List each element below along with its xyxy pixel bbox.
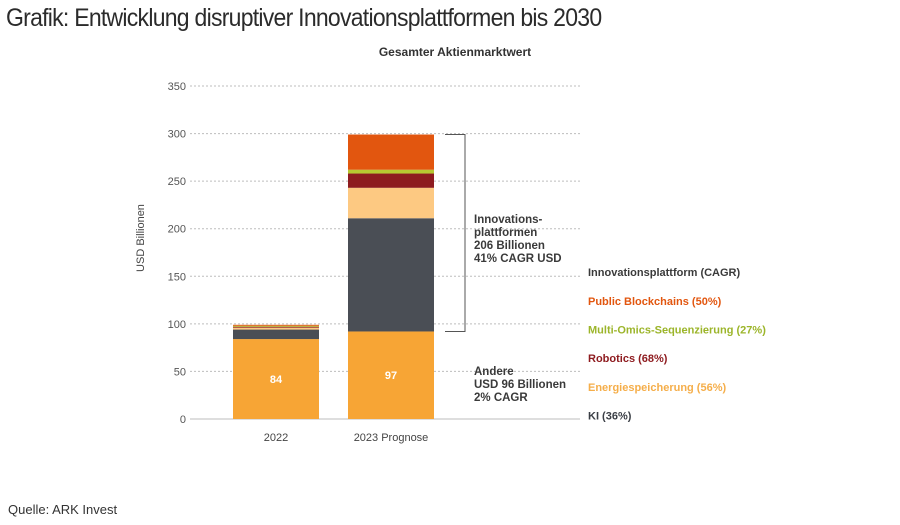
bar-value-label: 97 xyxy=(385,370,397,382)
legend-item: Public Blockchains (50%) xyxy=(588,296,722,308)
chart-title: Gesamter Aktienmarktwert xyxy=(379,45,531,59)
y-axis-label: USD Billionen xyxy=(135,204,147,272)
bar-segment xyxy=(233,327,319,330)
bars: 84 97 xyxy=(233,134,434,419)
legend: Public Blockchains (50%) Multi-Omics-Sequ… xyxy=(588,296,766,422)
annotation-line: Andere xyxy=(474,366,514,378)
legend-item: Energiespeicherung (56%) xyxy=(588,382,726,394)
bar-segment xyxy=(233,326,319,328)
innovation-bracket xyxy=(445,134,466,332)
annotation-line: USD 96 Billionen xyxy=(474,379,566,391)
bar-segment xyxy=(233,325,319,327)
source-note: Quelle: ARK Invest xyxy=(8,502,118,517)
y-axis-ticks: 0 50 100 150 200 250 300 350 xyxy=(168,81,186,426)
bar-segment xyxy=(348,173,434,188)
annotation-line: 206 Billionen xyxy=(474,240,545,252)
legend-title: Innovationsplattform (CAGR) xyxy=(588,267,740,279)
legend-item: Multi-Omics-Sequenzierung (27%) xyxy=(588,325,766,337)
bar-segment xyxy=(233,324,319,326)
y-tick-label: 200 xyxy=(168,224,186,236)
y-tick-label: 50 xyxy=(174,366,186,378)
page-title: Grafik: Entwicklung disruptiver Innovati… xyxy=(6,4,602,32)
bar-value-label: 84 xyxy=(270,374,283,386)
legend-item: Robotics (68%) xyxy=(588,353,668,365)
y-tick-label: 350 xyxy=(168,81,186,93)
bracket-line xyxy=(445,134,466,332)
x-tick-label: 2022 xyxy=(264,432,288,444)
legend-item: KI (36%) xyxy=(588,410,632,422)
annotation-line: 2% CAGR xyxy=(474,392,528,404)
bar-segment xyxy=(348,218,434,332)
y-tick-label: 150 xyxy=(168,271,186,283)
bar-segment xyxy=(348,331,434,419)
y-tick-label: 0 xyxy=(180,414,186,426)
bar-segment xyxy=(348,187,434,219)
y-tick-label: 250 xyxy=(168,176,186,188)
annotation-line: 41% CAGR USD xyxy=(474,253,562,265)
annotation-line: Innovations- xyxy=(474,214,543,226)
stacked-bar-chart: Gesamter Aktienmarktwert USD Billionen 0… xyxy=(135,45,766,444)
y-tick-label: 100 xyxy=(168,319,186,331)
annotation-line: plattformen xyxy=(474,227,537,239)
bar-segment xyxy=(348,169,434,174)
bar-segment xyxy=(233,339,319,419)
bar-segment xyxy=(233,329,319,340)
bar-segment xyxy=(348,134,434,170)
y-tick-label: 300 xyxy=(168,129,186,141)
x-axis-ticks: 2022 2023 Prognose xyxy=(264,432,429,444)
x-tick-label: 2023 Prognose xyxy=(354,432,429,444)
